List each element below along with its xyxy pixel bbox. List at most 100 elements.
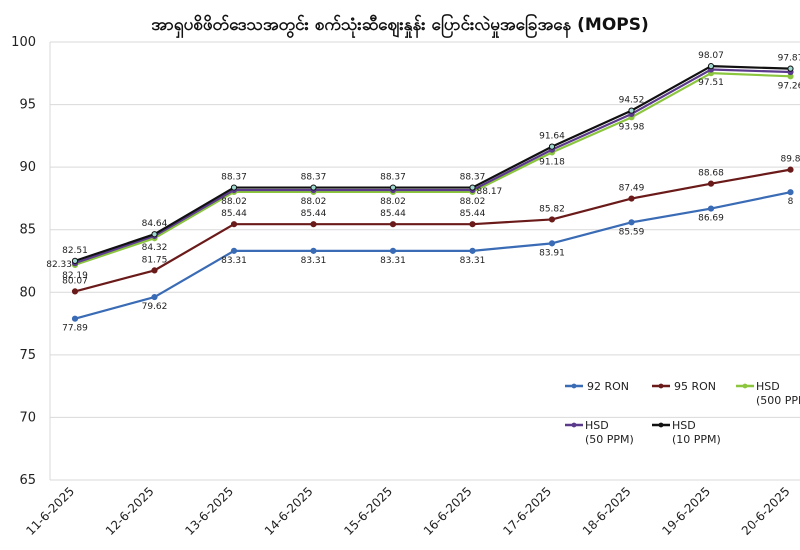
data-label: 87.49 xyxy=(619,184,645,194)
legend-marker xyxy=(658,422,664,428)
series-3 xyxy=(71,66,794,267)
series-line xyxy=(74,65,791,262)
data-point xyxy=(707,205,715,212)
data-label: 88.02 xyxy=(221,197,247,207)
data-label: 85.44 xyxy=(221,209,247,219)
data-point xyxy=(469,221,476,228)
legend-item: 95 RON xyxy=(652,380,716,393)
data-label: 83.31 xyxy=(301,256,327,266)
chart-title: အာရှပစိဖိတ်ဒေသအတွင်း စက်သုံးဆီဈေးနှုန်း … xyxy=(151,12,649,39)
data-label: 77.89 xyxy=(62,324,88,334)
y-tick-label: 70 xyxy=(19,410,36,425)
x-tick-label: 15-6-2025 xyxy=(341,484,395,538)
series-line xyxy=(74,68,791,265)
data-point xyxy=(628,219,635,226)
data-label: 85.44 xyxy=(380,209,406,219)
data-point xyxy=(787,189,794,196)
legend-label-line2: (500 PPM xyxy=(756,394,800,407)
series-line xyxy=(74,168,791,293)
data-point xyxy=(469,247,476,254)
data-label: 83.91 xyxy=(539,248,565,258)
data-label: 85.44 xyxy=(460,209,486,219)
y-tick-label: 95 xyxy=(19,98,36,113)
x-tick-label: 16-6-2025 xyxy=(421,484,475,538)
data-label: 88.68 xyxy=(698,169,724,179)
data-label: 85.59 xyxy=(619,227,645,237)
series-2 xyxy=(71,70,794,268)
data-label: 81.75 xyxy=(142,255,168,265)
data-label: 85.82 xyxy=(539,204,565,214)
data-point xyxy=(71,257,79,264)
data-label: 80.07 xyxy=(62,276,88,286)
x-tick-label: 18-6-2025 xyxy=(580,484,634,538)
data-point xyxy=(628,195,635,202)
x-tick-label: 14-6-2025 xyxy=(262,484,316,538)
legend-label-line2: (10 PPM) xyxy=(672,433,721,446)
y-axis: 65 70 75 80 85 90 95 100 xyxy=(11,35,51,488)
legend-marker xyxy=(571,422,577,428)
data-label: 82.51 xyxy=(62,246,88,256)
data-point xyxy=(548,216,556,223)
y-tick-label: 65 xyxy=(19,473,36,488)
legend-label: 92 RON xyxy=(587,380,629,393)
data-point xyxy=(230,184,238,191)
data-label: 98.07 xyxy=(698,51,724,61)
series-line xyxy=(74,72,791,266)
x-tick-label: 20-6-2025 xyxy=(739,484,793,538)
data-point xyxy=(230,247,238,254)
legend-label-line2: (50 PPM) xyxy=(585,433,634,446)
series-layer xyxy=(71,63,794,322)
data-label: 97.51 xyxy=(698,78,724,88)
data-label: 84.32 xyxy=(142,243,168,253)
series-0 xyxy=(71,189,794,322)
legend-label: HSD xyxy=(585,419,609,432)
data-label: 85.44 xyxy=(301,209,327,219)
data-label: 94.52 xyxy=(619,96,645,106)
legend-label: HSD xyxy=(756,380,780,393)
y-tick-label: 100 xyxy=(11,35,36,50)
data-label: 88.37 xyxy=(460,173,486,183)
legend-item: HSD(10 PPM) xyxy=(652,419,721,446)
data-label: 93.98 xyxy=(619,122,645,132)
data-label: 83.31 xyxy=(460,256,486,266)
data-label: 88.37 xyxy=(380,173,406,183)
x-axis: 11-6-2025 12-6-2025 13-6-2025 14-6-2025 15-6… xyxy=(23,484,792,538)
data-labels-layer: 77.89 79.62 83.31 83.31 83.31 83.31 83.91 85.59… xyxy=(46,51,800,334)
legend-marker xyxy=(658,383,664,389)
data-point xyxy=(151,231,158,238)
data-point xyxy=(230,221,238,228)
data-label: 88.37 xyxy=(301,173,327,183)
series-line xyxy=(74,191,791,320)
data-label: 91.64 xyxy=(539,132,565,142)
data-label: 86.69 xyxy=(698,214,724,224)
data-label: 88.37 xyxy=(221,173,247,183)
data-label: 82.33 xyxy=(46,260,72,270)
data-point xyxy=(548,240,556,247)
data-label: 83.31 xyxy=(380,256,406,266)
legend-marker xyxy=(571,383,577,389)
data-label: 97.26 xyxy=(778,81,800,91)
data-point xyxy=(389,247,397,254)
data-point xyxy=(787,65,794,72)
data-label: 83.31 xyxy=(221,256,247,266)
x-tick-label: 13-6-2025 xyxy=(182,484,236,538)
data-label: 91.18 xyxy=(539,157,565,167)
data-point xyxy=(389,184,397,191)
data-point xyxy=(548,143,556,150)
data-label: 89.8 xyxy=(780,155,800,165)
y-tick-label: 90 xyxy=(19,160,36,175)
x-tick-label: 11-6-2025 xyxy=(23,484,77,538)
data-point xyxy=(469,184,476,191)
data-label: 8 xyxy=(788,197,794,207)
data-label: 88.02 xyxy=(301,197,327,207)
legend-item: 92 RON xyxy=(565,380,629,393)
x-tick-label: 19-6-2025 xyxy=(659,484,713,538)
data-label: 84.64 xyxy=(142,219,168,229)
series-4 xyxy=(71,63,794,264)
data-label: 79.62 xyxy=(142,302,168,312)
data-point xyxy=(71,288,79,295)
data-point xyxy=(310,247,317,254)
legend-item: HSD(50 PPM) xyxy=(565,419,634,446)
